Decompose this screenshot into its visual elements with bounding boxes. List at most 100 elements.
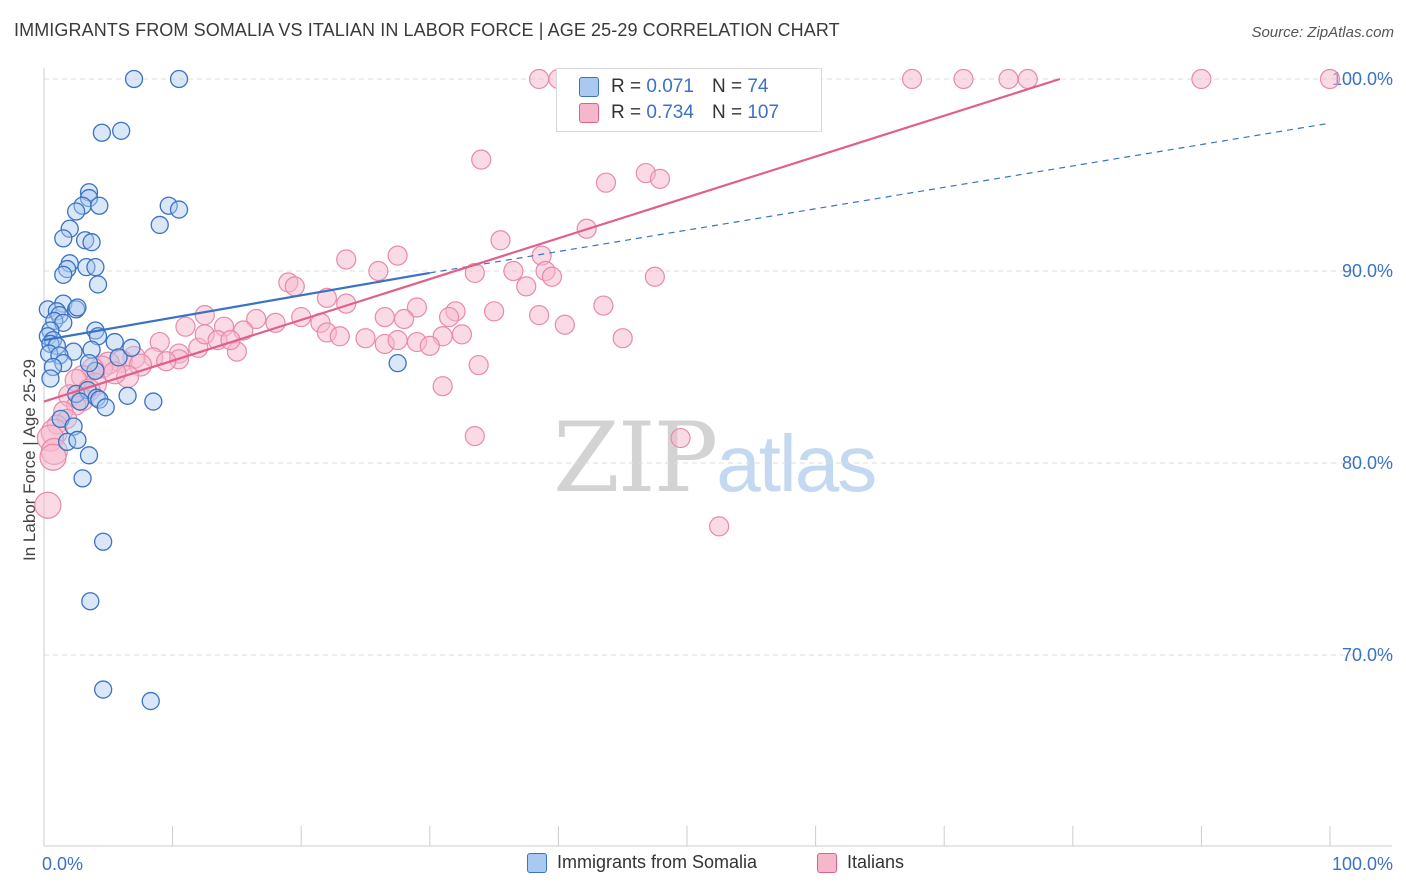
point-somalia [82, 340, 101, 359]
point-italians [554, 314, 575, 335]
point-somalia [159, 196, 178, 215]
point-italians [541, 266, 563, 287]
point-italians [387, 245, 408, 266]
point-italians [1319, 68, 1341, 90]
point-italians [503, 260, 524, 282]
point-italians [953, 68, 974, 90]
point-somalia [144, 392, 163, 411]
point-italians [612, 328, 633, 349]
italians-points [34, 68, 1341, 537]
point-italians [374, 306, 395, 328]
point-somalia [124, 69, 144, 89]
point-italians [194, 305, 215, 326]
legend-n-label: N = [711, 76, 743, 97]
axes [43, 68, 1392, 847]
legend-r-value: 0.071 [646, 76, 694, 97]
legend-item-italians[interactable]: Italians [817, 852, 904, 873]
point-somalia [54, 265, 73, 284]
point-italians [471, 149, 492, 170]
point-somalia [73, 469, 92, 488]
point-somalia [169, 69, 189, 89]
tick-labels: 70.0% 80.0% 90.0% 100.0% 0.0% 100.0% [42, 69, 1393, 874]
point-somalia [92, 123, 112, 142]
series-legend: Immigrants from Somalia Italians [0, 852, 1406, 878]
point-somalia [70, 392, 90, 411]
point-italians [175, 316, 196, 337]
trend-somalia-dashed [429, 122, 1331, 274]
point-italians [516, 276, 537, 297]
point-somalia [118, 386, 137, 405]
point-italians [1191, 68, 1212, 90]
point-italians [595, 172, 617, 193]
point-italians [593, 295, 614, 316]
point-somalia [169, 200, 189, 219]
point-italians [998, 68, 1019, 90]
point-italians [670, 427, 691, 449]
legend-r-value: 0.734 [646, 102, 694, 123]
point-somalia [94, 680, 113, 699]
point-somalia [122, 338, 141, 357]
y-tick-label: 80.0% [1342, 453, 1393, 473]
legend-n-value: 107 [747, 102, 780, 123]
point-somalia [45, 311, 64, 331]
x-tick-label: 100.0% [1332, 854, 1393, 874]
point-italians [316, 287, 338, 308]
point-somalia [105, 332, 124, 352]
point-italians [709, 516, 730, 537]
point-somalia [68, 298, 87, 317]
legend-item-somalia[interactable]: Immigrants from Somalia [527, 852, 757, 873]
chart-title: IMMIGRANTS FROM SOMALIA VS ITALIAN IN LA… [14, 20, 840, 40]
point-italians [464, 426, 485, 447]
gridlines [44, 78, 1392, 656]
y-tick-label: 70.0% [1342, 645, 1393, 665]
point-italians [246, 308, 267, 330]
point-italians [529, 68, 550, 90]
point-italians [649, 168, 671, 189]
source-credit: Source: ZipAtlas.com [1251, 24, 1394, 41]
point-somalia [150, 215, 169, 235]
point-somalia [68, 430, 87, 450]
point-somalia [81, 592, 100, 611]
point-somalia [60, 219, 79, 238]
legend-swatch-pink [579, 103, 599, 123]
trend-somalia-solid [43, 271, 430, 342]
x-tick-label: 0.0% [42, 854, 83, 874]
point-somalia [41, 369, 60, 388]
point-italians [490, 230, 511, 251]
point-italians [406, 297, 428, 318]
point-somalia [96, 398, 115, 417]
point-somalia [94, 532, 113, 551]
point-italians [284, 276, 305, 297]
point-italians [464, 262, 485, 284]
point-somalia [67, 202, 86, 221]
point-somalia [388, 354, 407, 373]
legend-r-label: R = [611, 76, 642, 97]
point-somalia [112, 121, 131, 140]
point-somalia [79, 446, 99, 465]
point-italians [432, 376, 453, 397]
somalia-points [38, 69, 407, 711]
trend-lines [43, 77, 1331, 403]
point-italians [451, 324, 473, 345]
legend-n-label: N = [711, 102, 743, 123]
point-italians [34, 491, 62, 519]
point-italians [1017, 68, 1038, 90]
point-italians [355, 328, 376, 349]
point-italians [393, 308, 415, 330]
legend-row-somalia: R = 0.071 N = 74 [579, 75, 768, 99]
point-italians [901, 68, 923, 90]
point-italians [336, 249, 357, 270]
point-somalia [76, 231, 95, 250]
point-somalia [82, 233, 101, 252]
legend-swatch-blue [579, 77, 599, 97]
swatch-blue [527, 852, 547, 873]
legend-n-value: 74 [747, 76, 769, 97]
point-italians [387, 330, 408, 351]
watermark-atlas: atlas [716, 419, 877, 508]
watermark: ZIPatlas [553, 402, 877, 514]
point-somalia [54, 354, 73, 373]
point-italians [644, 266, 665, 287]
point-somalia [88, 275, 108, 294]
point-italians [368, 260, 389, 282]
